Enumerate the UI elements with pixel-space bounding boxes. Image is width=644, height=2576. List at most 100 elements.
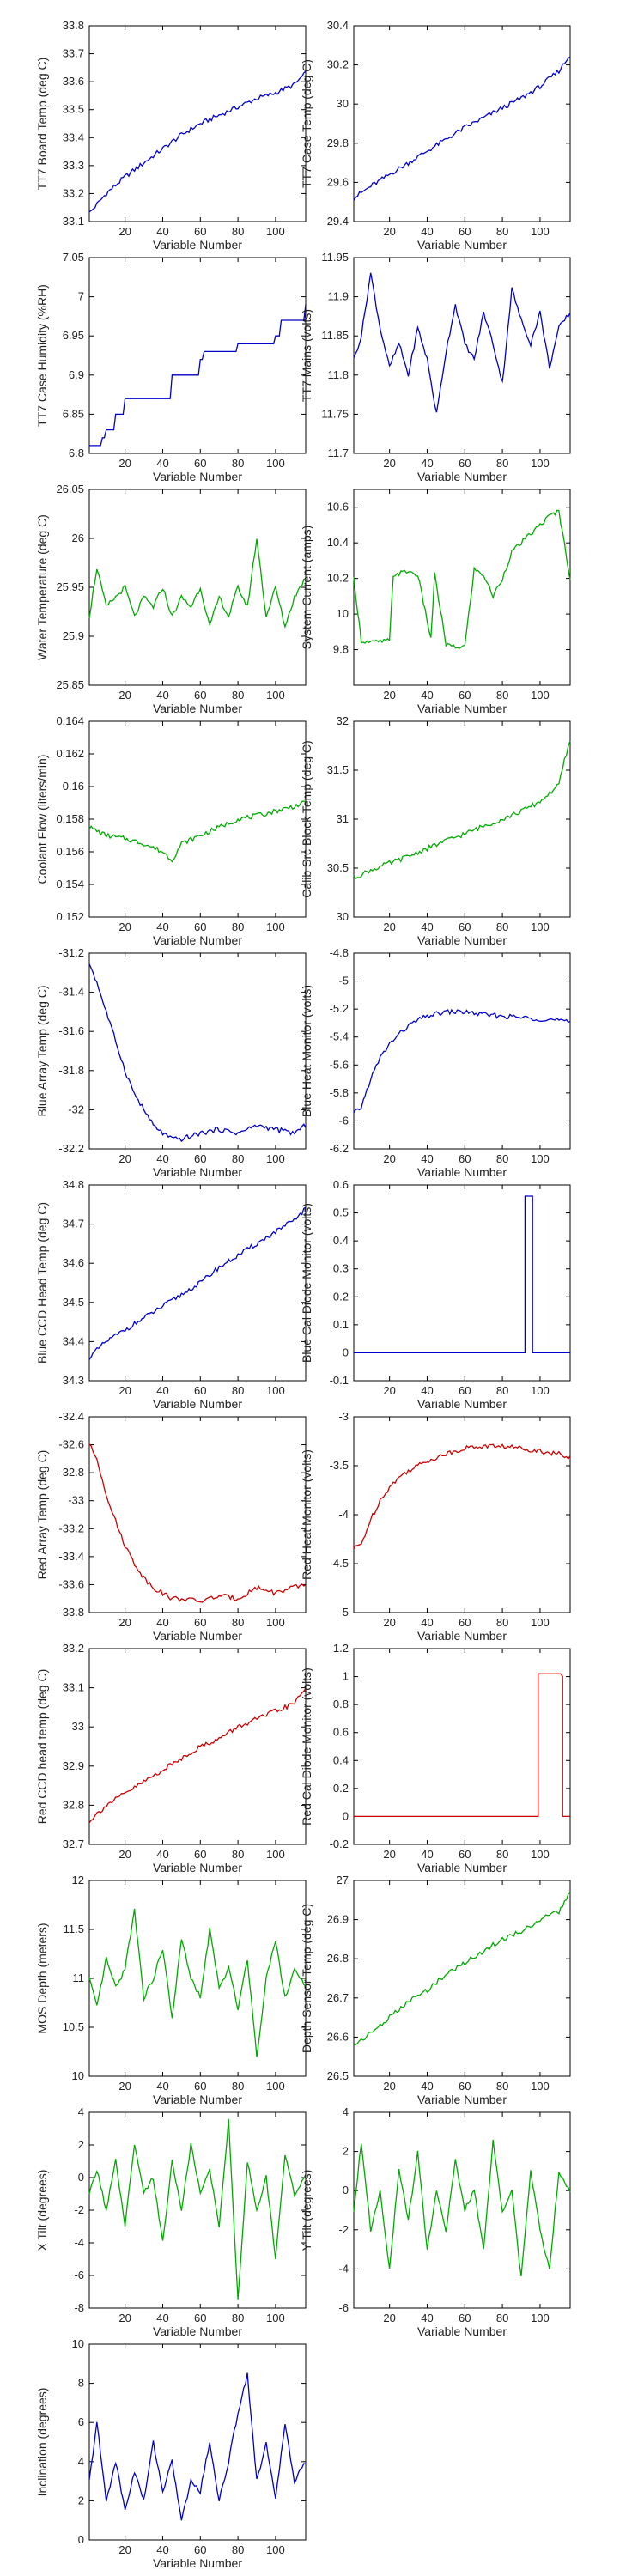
y-tick-label: 33.3 bbox=[63, 159, 84, 172]
y-tick-label: 25.95 bbox=[56, 580, 84, 593]
x-axis-label: Variable Number bbox=[417, 1629, 507, 1643]
plot-frame bbox=[353, 1880, 571, 2077]
x-tick-label: 60 bbox=[459, 1848, 471, 1861]
y-axis-label: TT7 Mains (volts) bbox=[300, 309, 313, 402]
x-axis-label: Variable Number bbox=[153, 238, 242, 252]
x-tick-label: 40 bbox=[421, 1384, 433, 1397]
y-tick-label: 29.6 bbox=[327, 175, 349, 188]
x-tick-label: 40 bbox=[421, 2312, 433, 2324]
series-line-1 bbox=[88, 538, 307, 629]
x-tick-label: 80 bbox=[496, 1848, 508, 1861]
y-tick-label: 32 bbox=[337, 714, 349, 727]
y-axis-label: Inclination (degrees) bbox=[35, 2388, 49, 2497]
chart-panel-18: 27 26.9 26.8 26.7 26.6 26.5 20 40 60 80 100 Variabl… bbox=[300, 1874, 571, 2106]
y-tick-label: 0.164 bbox=[56, 714, 84, 727]
y-tick-label: 26.7 bbox=[327, 1991, 349, 2004]
x-axis-label: Variable Number bbox=[417, 470, 507, 483]
y-tick-label: 0.6 bbox=[333, 1178, 349, 1191]
y-tick-label: 6 bbox=[78, 2415, 84, 2428]
y-tick-label: 0.4 bbox=[333, 1234, 349, 1247]
series-line-1 bbox=[353, 1891, 571, 2046]
y-tick-label: -0.1 bbox=[330, 1374, 349, 1387]
chart-panel-2: 30.4 30.2 30 29.8 29.6 29.4 20 40 60 80 100 Variabl… bbox=[300, 19, 571, 252]
y-tick-label: 26 bbox=[72, 532, 84, 544]
x-tick-label: 20 bbox=[118, 1616, 131, 1629]
x-tick-label: 40 bbox=[156, 225, 168, 238]
x-tick-label: 40 bbox=[421, 225, 433, 238]
x-tick-label: 40 bbox=[421, 2080, 433, 2093]
series-line-1 bbox=[88, 1687, 307, 1824]
x-tick-label: 40 bbox=[156, 2080, 168, 2093]
y-tick-label: 0.156 bbox=[56, 845, 84, 858]
x-axis-label: Variable Number bbox=[153, 1629, 242, 1643]
plot-frame bbox=[88, 2111, 307, 2309]
y-tick-label: 7 bbox=[78, 290, 84, 303]
y-tick-label: 34.3 bbox=[63, 1374, 84, 1387]
x-tick-label: 80 bbox=[496, 1616, 508, 1629]
y-tick-label: -4 bbox=[338, 2262, 349, 2275]
y-tick-label: 0.2 bbox=[333, 1782, 349, 1795]
x-tick-label: 100 bbox=[531, 2312, 550, 2324]
plot-frame bbox=[353, 1184, 571, 1382]
y-tick-label: 6.8 bbox=[69, 447, 84, 459]
y-axis-label: System Current (amps) bbox=[300, 526, 313, 650]
x-tick-label: 80 bbox=[232, 2312, 244, 2324]
plot-frame bbox=[353, 25, 571, 222]
x-tick-label: 100 bbox=[266, 689, 285, 702]
y-axis-label: Blue Heat Monitor (volts) bbox=[300, 985, 313, 1117]
chart-panel-16: 1.2 1 0.8 0.6 0.4 0.2 0 -0.2 20 40 60 80 100 Variable… bbox=[300, 1642, 571, 1874]
y-tick-label: -3.5 bbox=[330, 1459, 349, 1472]
plot-frame bbox=[353, 2111, 571, 2309]
y-tick-label: 4 bbox=[78, 2105, 84, 2118]
y-tick-label: -32 bbox=[68, 1103, 84, 1115]
y-tick-label: 33.2 bbox=[63, 186, 84, 199]
series-line-1 bbox=[354, 1673, 570, 1818]
x-tick-label: 60 bbox=[194, 2312, 206, 2324]
y-tick-label: 0.4 bbox=[333, 1753, 349, 1766]
x-tick-label: 40 bbox=[156, 1384, 168, 1397]
plot-frame bbox=[88, 2343, 307, 2541]
y-tick-label: -33.4 bbox=[58, 1550, 84, 1563]
x-tick-label: 60 bbox=[459, 2080, 471, 2093]
plot-frame bbox=[88, 25, 307, 222]
y-tick-label: -32.2 bbox=[58, 1142, 84, 1155]
y-axis-label: Blue CCD Head Temp (deg C) bbox=[35, 1202, 49, 1364]
chart-panel-15: 33.2 33.1 33 32.9 32.8 32.7 20 40 60 80 100 Variabl… bbox=[35, 1642, 307, 1874]
y-tick-label: 11 bbox=[73, 1971, 85, 1984]
plot-frame bbox=[88, 1184, 307, 1382]
x-tick-label: 60 bbox=[194, 689, 206, 702]
x-tick-label: 20 bbox=[383, 2080, 395, 2093]
y-tick-label: 0.5 bbox=[333, 1206, 349, 1219]
y-tick-label: 32.9 bbox=[63, 1759, 84, 1772]
x-tick-label: 100 bbox=[266, 1384, 285, 1397]
y-axis-label: MOS Depth (meters) bbox=[35, 1923, 49, 2033]
chart-panel-11: 34.8 34.7 34.6 34.5 34.4 34.3 20 40 60 80 100 Varia… bbox=[35, 1178, 307, 1411]
chart-panel-12: 0.6 0.5 0.4 0.3 0.2 0.1 0 -0.1 20 40 60 80 100 Variab… bbox=[300, 1178, 571, 1411]
y-tick-label: -8 bbox=[74, 2301, 84, 2314]
y-tick-label: 30.4 bbox=[327, 19, 349, 32]
x-tick-label: 60 bbox=[459, 457, 471, 470]
y-tick-label: 30 bbox=[337, 97, 349, 110]
x-tick-label: 100 bbox=[266, 2543, 285, 2556]
y-axis-label: Coolant Flow (liters/min) bbox=[35, 755, 49, 884]
x-tick-label: 80 bbox=[496, 225, 508, 238]
y-axis-label: Calib Src Block Temp (deg C) bbox=[300, 740, 313, 897]
x-tick-label: 60 bbox=[194, 225, 206, 238]
y-tick-label: -33.2 bbox=[58, 1522, 84, 1534]
chart-panel-5: 26.05 26 25.95 25.9 25.85 20 40 60 80 100 Variable… bbox=[35, 483, 307, 715]
plot-frame bbox=[353, 489, 571, 686]
x-tick-label: 60 bbox=[194, 1616, 206, 1629]
x-tick-label: 100 bbox=[266, 920, 285, 933]
y-tick-label: -32.4 bbox=[58, 1410, 84, 1423]
series-line-1 bbox=[353, 272, 571, 413]
series-line-1 bbox=[353, 1443, 571, 1550]
y-tick-label: 32.8 bbox=[63, 1798, 84, 1811]
x-tick-label: 100 bbox=[531, 920, 550, 933]
chart-panel-9: -31.2 -31.4 -31.6 -31.8 -32 -32.2 20 40 60 80 100 V… bbox=[35, 946, 307, 1179]
x-tick-label: 20 bbox=[118, 689, 131, 702]
x-tick-label: 60 bbox=[459, 2312, 471, 2324]
y-tick-label: 10.4 bbox=[327, 536, 349, 549]
x-tick-label: 100 bbox=[266, 1616, 285, 1629]
